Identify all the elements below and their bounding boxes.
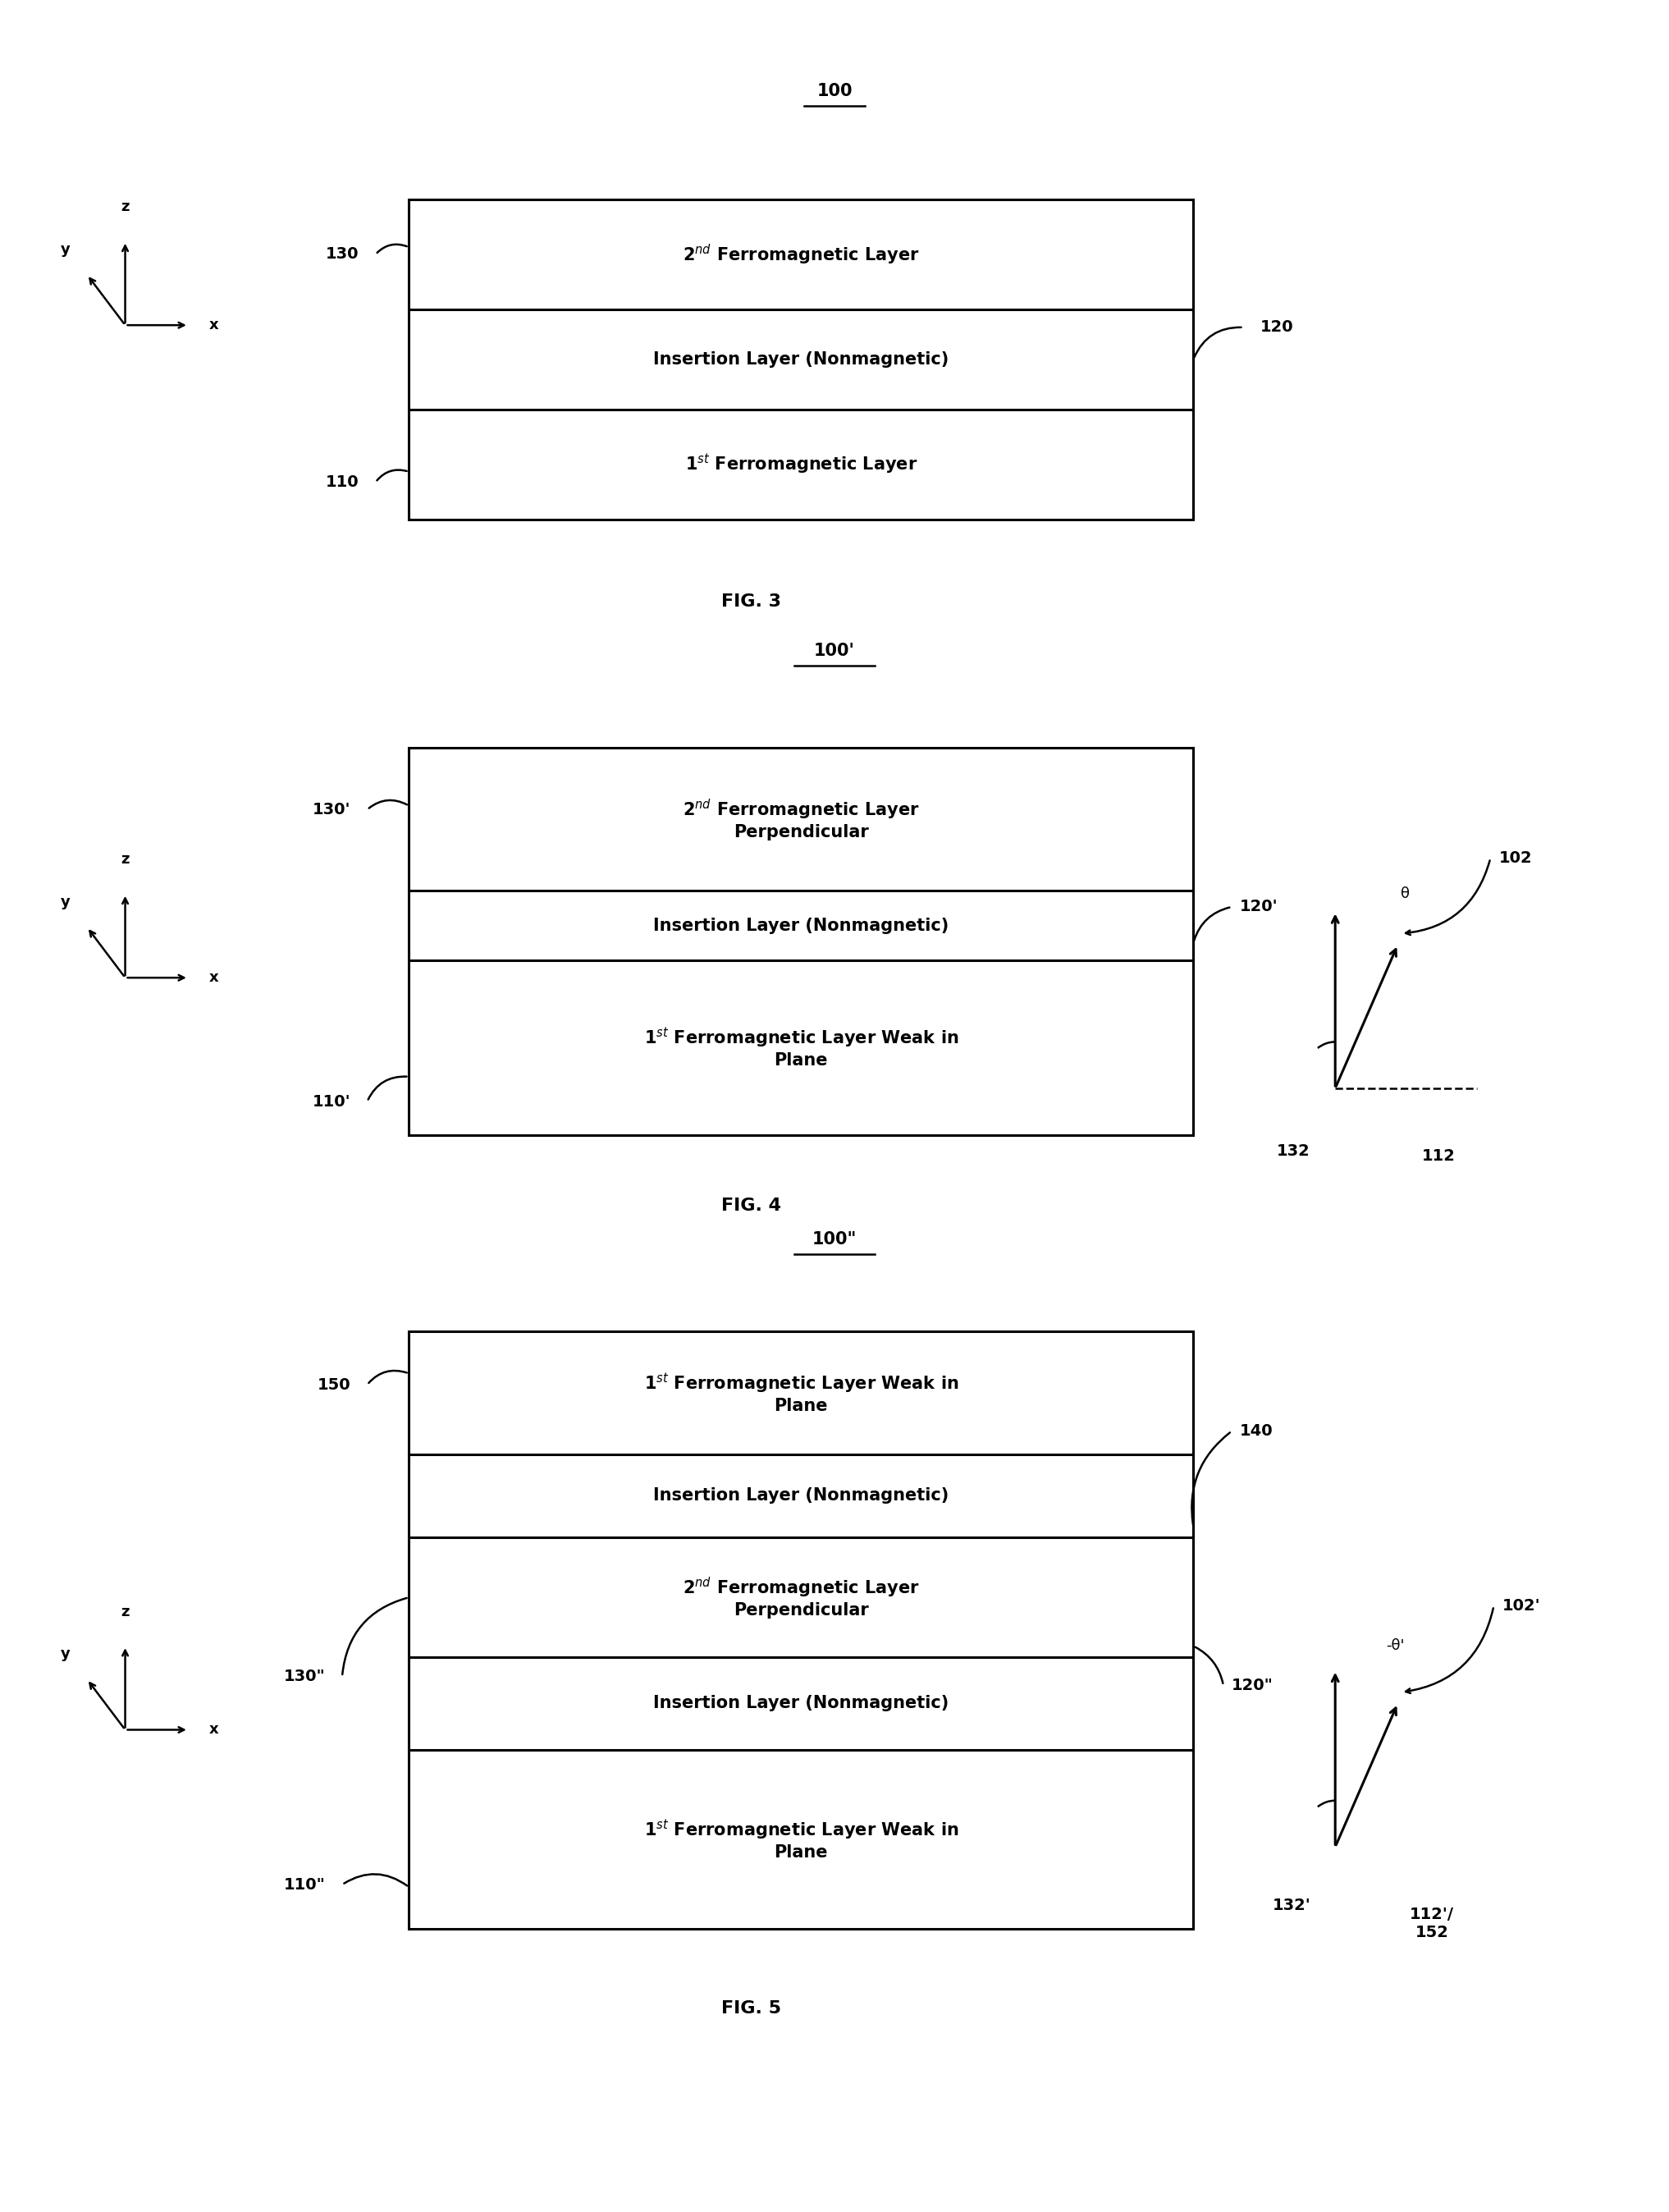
Text: 100": 100" — [813, 1232, 856, 1248]
Text: Insertion Layer (Nonmagnetic): Insertion Layer (Nonmagnetic) — [653, 1694, 950, 1712]
Text: Insertion Layer (Nonmagnetic): Insertion Layer (Nonmagnetic) — [653, 1489, 950, 1504]
Text: 112: 112 — [1422, 1148, 1455, 1164]
Text: 110': 110' — [312, 1093, 350, 1110]
Text: Insertion Layer (Nonmagnetic): Insertion Layer (Nonmagnetic) — [653, 918, 950, 933]
Text: 140: 140 — [1240, 1422, 1273, 1440]
Text: FIG. 3: FIG. 3 — [721, 593, 781, 611]
Text: 120': 120' — [1240, 898, 1278, 916]
Text: 132': 132' — [1273, 1898, 1310, 1913]
Text: 130': 130' — [312, 801, 350, 818]
Text: z: z — [120, 1604, 130, 1619]
Text: 110": 110" — [284, 1876, 325, 1893]
Text: y: y — [60, 241, 70, 257]
Text: y: y — [60, 894, 70, 909]
Text: FIG. 5: FIG. 5 — [721, 2000, 781, 2017]
Bar — [409, 1332, 1193, 1929]
Bar — [409, 199, 1193, 520]
Text: 130": 130" — [284, 1668, 325, 1686]
Text: 102: 102 — [1499, 849, 1532, 867]
Text: 1$^{st}$ Ferromagnetic Layer: 1$^{st}$ Ferromagnetic Layer — [684, 453, 918, 476]
Text: x: x — [209, 971, 219, 984]
Text: x: x — [209, 1723, 219, 1736]
Text: 100: 100 — [816, 84, 853, 100]
Text: 110: 110 — [325, 473, 359, 491]
Text: 1$^{st}$ Ferromagnetic Layer Weak in
Plane: 1$^{st}$ Ferromagnetic Layer Weak in Pla… — [644, 1371, 958, 1413]
Text: 100': 100' — [814, 644, 855, 659]
Text: x: x — [209, 319, 219, 332]
Bar — [409, 748, 1193, 1135]
Text: Insertion Layer (Nonmagnetic): Insertion Layer (Nonmagnetic) — [653, 352, 950, 367]
Text: y: y — [60, 1646, 70, 1661]
Text: 120: 120 — [1260, 319, 1293, 336]
Text: 150: 150 — [317, 1376, 350, 1394]
Text: 112'/
152: 112'/ 152 — [1410, 1907, 1454, 1940]
Text: z: z — [120, 199, 130, 215]
Text: 102': 102' — [1502, 1597, 1540, 1615]
Text: 1$^{st}$ Ferromagnetic Layer Weak in
Plane: 1$^{st}$ Ferromagnetic Layer Weak in Pla… — [644, 1026, 958, 1068]
Text: 2$^{nd}$ Ferromagnetic Layer: 2$^{nd}$ Ferromagnetic Layer — [683, 243, 920, 265]
Text: 120": 120" — [1232, 1677, 1273, 1694]
Text: 2$^{nd}$ Ferromagnetic Layer
Perpendicular: 2$^{nd}$ Ferromagnetic Layer Perpendicul… — [683, 799, 920, 841]
Text: FIG. 4: FIG. 4 — [721, 1197, 781, 1214]
Text: 130: 130 — [325, 246, 359, 263]
Text: 132: 132 — [1277, 1144, 1310, 1159]
Text: 1$^{st}$ Ferromagnetic Layer Weak in
Plane: 1$^{st}$ Ferromagnetic Layer Weak in Pla… — [644, 1818, 958, 1860]
Text: z: z — [120, 852, 130, 867]
Text: 2$^{nd}$ Ferromagnetic Layer
Perpendicular: 2$^{nd}$ Ferromagnetic Layer Perpendicul… — [683, 1575, 920, 1619]
Text: θ: θ — [1400, 887, 1410, 900]
Text: -θ': -θ' — [1385, 1639, 1405, 1652]
